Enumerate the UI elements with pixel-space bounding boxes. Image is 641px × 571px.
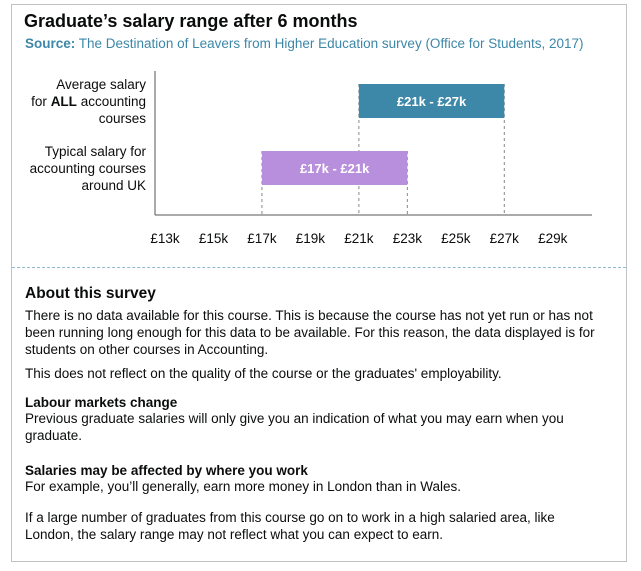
about-paragraph-1: There is no data available for this cour… xyxy=(25,308,595,357)
source-text: The Destination of Leavers from Higher E… xyxy=(75,36,584,51)
range-bar-2 xyxy=(261,151,408,185)
where-text-2: If a large number of graduates from this… xyxy=(25,510,555,542)
about-heading: About this survey xyxy=(25,285,156,302)
range-bar-1 xyxy=(358,84,505,118)
about-paragraph-2: This does not reflect on the quality of … xyxy=(25,366,502,381)
range-bar-label: £21k - £27k xyxy=(397,94,467,109)
category-label: courses xyxy=(99,111,147,126)
salary-range-chart: £21k - £27k £17k - £21k Average salary for … xyxy=(30,71,592,246)
range-bar-label: £17k - £21k xyxy=(300,161,370,176)
category-label: Average salary xyxy=(56,77,146,92)
x-tick-label: £27k xyxy=(490,231,520,246)
x-tick-label: £13k xyxy=(150,231,180,246)
x-tick-label: £23k xyxy=(393,231,423,246)
x-tick-label: £29k xyxy=(538,231,568,246)
labour-heading: Labour markets change xyxy=(25,395,178,410)
x-tick-label: £19k xyxy=(296,231,326,246)
section-divider xyxy=(12,267,626,268)
category-label: for ALL accounting xyxy=(31,94,146,109)
where-heading: Salaries may be affected by where you wo… xyxy=(25,463,308,478)
page-title: Graduate’s salary range after 6 months xyxy=(24,11,358,31)
x-tick-label: £25k xyxy=(441,231,471,246)
labour-text: Previous graduate salaries will only giv… xyxy=(25,411,564,443)
source-label: Source: xyxy=(25,36,76,51)
source-line: Source: The Destination of Leavers from … xyxy=(25,36,584,51)
category-label: accounting courses xyxy=(30,161,147,176)
x-tick-label: £21k xyxy=(344,231,374,246)
category-label: around UK xyxy=(81,178,146,193)
where-text-1: For example, you’ll generally, earn more… xyxy=(25,479,461,494)
category-label: Typical salary for xyxy=(45,144,147,159)
x-tick-label: £15k xyxy=(199,231,229,246)
x-tick-label: £17k xyxy=(247,231,277,246)
salary-panel: Graduate’s salary range after 6 months S… xyxy=(11,4,627,562)
